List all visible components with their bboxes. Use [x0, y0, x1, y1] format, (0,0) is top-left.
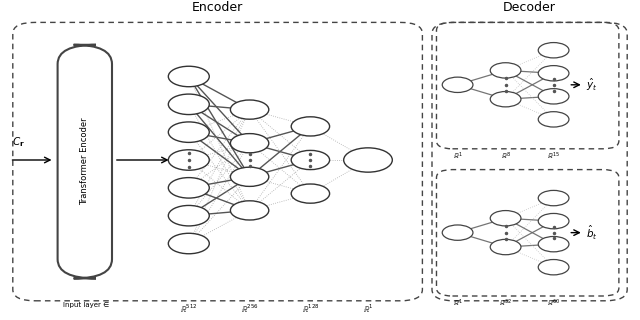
Text: $\mathbb{R}^{8}$: $\mathbb{R}^{8}$	[500, 150, 511, 162]
Text: $\mathbb{R}^{1}$: $\mathbb{R}^{1}$	[452, 298, 463, 309]
Text: $\mathbb{R}^{512}$: $\mathbb{R}^{512}$	[180, 302, 198, 315]
Text: $\mathbb{R}^{60}$: $\mathbb{R}^{60}$	[547, 298, 560, 309]
Text: $\mathbb{R}^{15}$: $\mathbb{R}^{15}$	[547, 150, 560, 162]
Circle shape	[538, 213, 569, 229]
Text: $\mathbb{R}^{256}$: $\mathbb{R}^{256}$	[241, 302, 259, 315]
Text: $\mathbb{R}^{32}$: $\mathbb{R}^{32}$	[499, 298, 512, 309]
Circle shape	[168, 150, 209, 170]
Text: $\mathbb{R}^{1}$: $\mathbb{R}^{1}$	[363, 302, 373, 315]
Circle shape	[168, 178, 209, 198]
Circle shape	[442, 77, 473, 92]
Circle shape	[230, 100, 269, 119]
Text: $C_\mathbf{r}$: $C_\mathbf{r}$	[12, 135, 24, 149]
Text: Encoder: Encoder	[192, 1, 243, 14]
Text: Input layer ∈: Input layer ∈	[63, 302, 109, 308]
Circle shape	[490, 92, 521, 107]
Circle shape	[291, 117, 330, 136]
Circle shape	[230, 167, 269, 186]
Circle shape	[442, 225, 473, 240]
Text: $\hat{y}_t$: $\hat{y}_t$	[586, 77, 598, 93]
Circle shape	[230, 201, 269, 220]
Circle shape	[168, 233, 209, 254]
Circle shape	[538, 190, 569, 206]
Circle shape	[538, 89, 569, 104]
Circle shape	[168, 122, 209, 142]
Text: Transformer Encoder: Transformer Encoder	[80, 118, 90, 205]
Circle shape	[490, 211, 521, 226]
Circle shape	[291, 184, 330, 203]
Text: $\hat{b}_t$: $\hat{b}_t$	[586, 224, 598, 242]
Circle shape	[168, 94, 209, 115]
Circle shape	[490, 239, 521, 255]
Circle shape	[538, 236, 569, 252]
Circle shape	[538, 66, 569, 81]
Text: $\mathbb{R}^{128}$: $\mathbb{R}^{128}$	[301, 302, 319, 315]
Text: $\mathbb{R}^{1}$: $\mathbb{R}^{1}$	[452, 150, 463, 162]
Circle shape	[291, 150, 330, 170]
Circle shape	[168, 66, 209, 87]
Circle shape	[344, 148, 392, 172]
Circle shape	[490, 63, 521, 78]
Circle shape	[230, 134, 269, 153]
Text: Decoder: Decoder	[503, 1, 556, 14]
Circle shape	[538, 260, 569, 275]
Circle shape	[538, 112, 569, 127]
Circle shape	[538, 43, 569, 58]
Circle shape	[168, 205, 209, 226]
